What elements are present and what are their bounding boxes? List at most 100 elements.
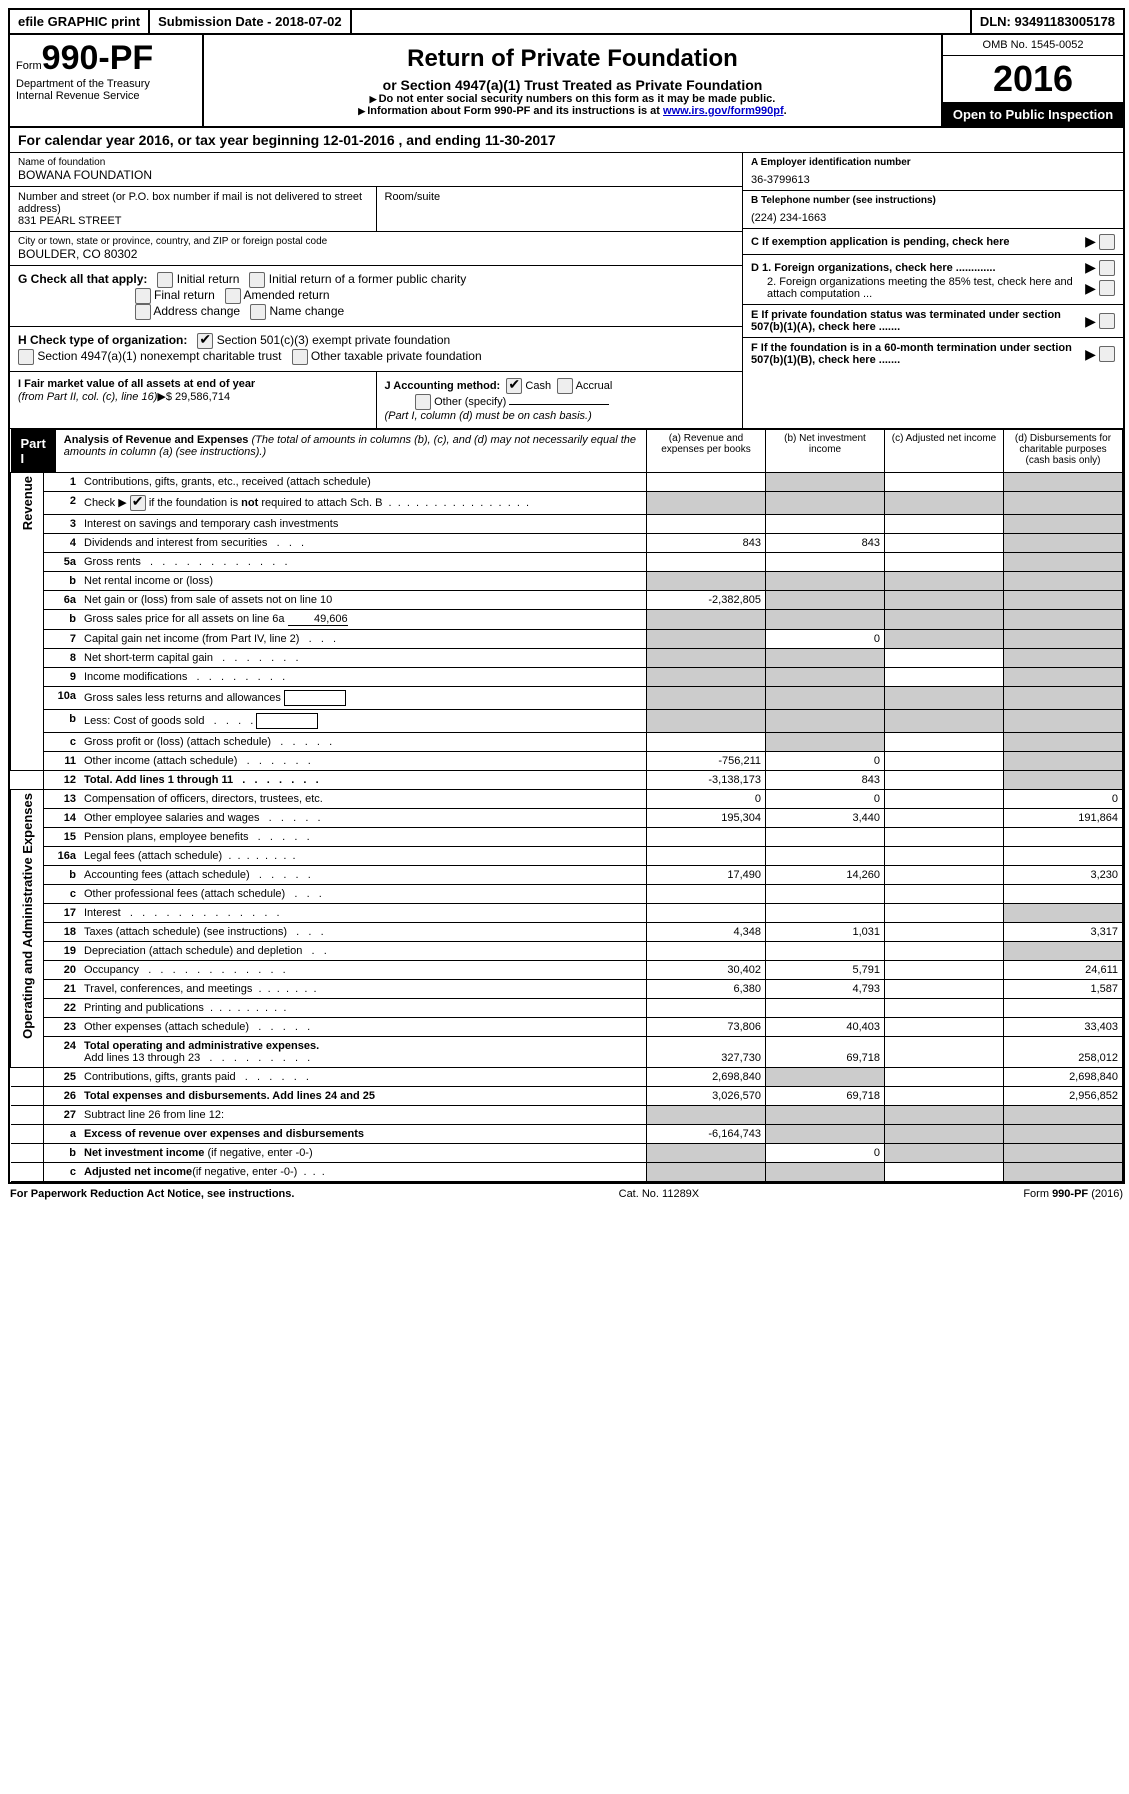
entity-left: Name of foundation BOWANA FOUNDATION Num… — [10, 153, 742, 428]
amended-return-checkbox[interactable] — [225, 288, 241, 304]
foreign-org-checkbox[interactable] — [1099, 260, 1115, 276]
line10a-input[interactable] — [284, 690, 346, 706]
501c3-checkbox[interactable] — [197, 333, 213, 349]
final-return-checkbox[interactable] — [135, 288, 151, 304]
dln-value: 93491183005178 — [1014, 14, 1115, 29]
line-desc: Contributions, gifts, grants, etc., rece… — [80, 473, 647, 492]
table-row: 17Interest . . . . . . . . . . . . . — [11, 904, 1123, 923]
line-desc: Total operating and administrative expen… — [80, 1037, 647, 1068]
amount-d: 1,587 — [1004, 980, 1123, 999]
amount-b: 69,718 — [766, 1087, 885, 1106]
exemption-pending-checkbox[interactable] — [1099, 234, 1115, 250]
accrual-checkbox[interactable] — [557, 378, 573, 394]
amount-a: -756,211 — [647, 752, 766, 771]
gross-sales-input[interactable]: 49,606 — [288, 613, 348, 626]
table-row: 7Capital gain net income (from Part IV, … — [11, 630, 1123, 649]
other-specify-input[interactable] — [509, 404, 609, 405]
line-desc: Subtract line 26 from line 12: — [80, 1106, 647, 1125]
other-taxable-checkbox[interactable] — [292, 349, 308, 365]
amount-b: 14,260 — [766, 866, 885, 885]
line-num: 19 — [44, 942, 81, 961]
line-desc: Total expenses and disbursements. Add li… — [80, 1087, 647, 1106]
table-row: 27Subtract line 26 from line 12: — [11, 1106, 1123, 1125]
table-row: Operating and Administrative Expenses 13… — [11, 790, 1123, 809]
line-desc: Interest on savings and temporary cash i… — [80, 515, 647, 534]
line-desc: Compensation of officers, directors, tru… — [80, 790, 647, 809]
efile-print-button[interactable]: efile GRAPHIC print — [10, 10, 150, 33]
dln: DLN: 93491183005178 — [972, 10, 1123, 33]
amount-d: 3,230 — [1004, 866, 1123, 885]
line-desc: Gross sales less returns and allowances — [80, 687, 647, 710]
line10b-input[interactable] — [256, 713, 318, 729]
amount-d: 191,864 — [1004, 809, 1123, 828]
line-num: 8 — [44, 649, 81, 668]
line-desc: Accounting fees (attach schedule) . . . … — [80, 866, 647, 885]
table-row: bNet rental income or (loss) — [11, 572, 1123, 591]
line-desc: Income modifications . . . . . . . . — [80, 668, 647, 687]
line-num: 27 — [44, 1106, 81, 1125]
line-desc: Excess of revenue over expenses and disb… — [80, 1125, 647, 1144]
submission-date: Submission Date - 2018-07-02 — [150, 10, 352, 33]
line-num: b — [44, 572, 81, 591]
name-change-label: Name change — [269, 304, 344, 318]
e-label: E If private foundation status was termi… — [751, 309, 1085, 333]
g-label: G Check all that apply: — [18, 272, 147, 286]
line-num: 4 — [44, 534, 81, 553]
address-cell: Number and street (or P.O. box number if… — [10, 187, 376, 231]
address-change-checkbox[interactable] — [135, 304, 151, 320]
table-row: 2Check ▶ if the foundation is not requir… — [11, 492, 1123, 515]
amount-b: 0 — [766, 790, 885, 809]
part1-desc: Analysis of Revenue and Expenses (The to… — [56, 430, 646, 472]
col-b-header: (b) Net investment income — [766, 430, 885, 473]
f-cell: F If the foundation is in a 60-month ter… — [743, 338, 1123, 370]
line-num: c — [44, 1163, 81, 1182]
foreign-85-checkbox[interactable] — [1099, 280, 1115, 296]
c-cell: C If exemption application is pending, c… — [743, 229, 1123, 255]
sub-date-value: 2018-07-02 — [275, 14, 342, 29]
table-row: bLess: Cost of goods sold . . . . — [11, 710, 1123, 733]
line-desc: Occupancy . . . . . . . . . . . . — [80, 961, 647, 980]
cash-checkbox[interactable] — [506, 378, 522, 394]
table-row: 3Interest on savings and temporary cash … — [11, 515, 1123, 534]
amount-a: 327,730 — [647, 1037, 766, 1068]
arrow-icon: ▶ — [1085, 313, 1096, 330]
amount-a: 4,348 — [647, 923, 766, 942]
line-num: 22 — [44, 999, 81, 1018]
4947-checkbox[interactable] — [18, 349, 34, 365]
top-bar-spacer — [352, 10, 972, 33]
line-num: 6a — [44, 591, 81, 610]
table-row: Revenue 1Contributions, gifts, grants, e… — [11, 473, 1123, 492]
amount-a: 2,698,840 — [647, 1068, 766, 1087]
initial-public-checkbox[interactable] — [249, 272, 265, 288]
line-desc: Dividends and interest from securities .… — [80, 534, 647, 553]
amount-a: -3,138,173 — [647, 771, 766, 790]
table-row: 4Dividends and interest from securities … — [11, 534, 1123, 553]
other-method-checkbox[interactable] — [415, 394, 431, 410]
header-left: Form990-PF Department of the Treasury In… — [10, 35, 204, 126]
schedule-b-checkbox[interactable] — [130, 495, 146, 511]
initial-return-checkbox[interactable] — [157, 272, 173, 288]
line-desc: Other professional fees (attach schedule… — [80, 885, 647, 904]
amount-d: 33,403 — [1004, 1018, 1123, 1037]
line-num: 24 — [44, 1037, 81, 1068]
amount-a: 0 — [647, 790, 766, 809]
col-a-header: (a) Revenue and expenses per books — [647, 430, 766, 473]
amount-d: 24,611 — [1004, 961, 1123, 980]
amount-d: 258,012 — [1004, 1037, 1123, 1068]
line-num: 12 — [44, 771, 81, 790]
form-number: Form990-PF — [16, 39, 196, 78]
ein-label: A Employer identification number — [751, 157, 1115, 168]
instructions-line: Information about Form 990-PF and its in… — [210, 105, 935, 117]
table-row: cAdjusted net income(if negative, enter … — [11, 1163, 1123, 1182]
status-terminated-checkbox[interactable] — [1099, 313, 1115, 329]
amount-a: -2,382,805 — [647, 591, 766, 610]
amount-a: 6,380 — [647, 980, 766, 999]
table-row: 14Other employee salaries and wages . . … — [11, 809, 1123, 828]
line-desc: Interest . . . . . . . . . . . . . — [80, 904, 647, 923]
ein-value: 36-3799613 — [751, 168, 1115, 186]
form-subtitle: or Section 4947(a)(1) Trust Treated as P… — [210, 77, 935, 93]
d2-label: 2. Foreign organizations meeting the 85%… — [751, 276, 1085, 300]
60-month-checkbox[interactable] — [1099, 346, 1115, 362]
name-change-checkbox[interactable] — [250, 304, 266, 320]
instructions-link[interactable]: www.irs.gov/form990pf — [663, 105, 784, 117]
